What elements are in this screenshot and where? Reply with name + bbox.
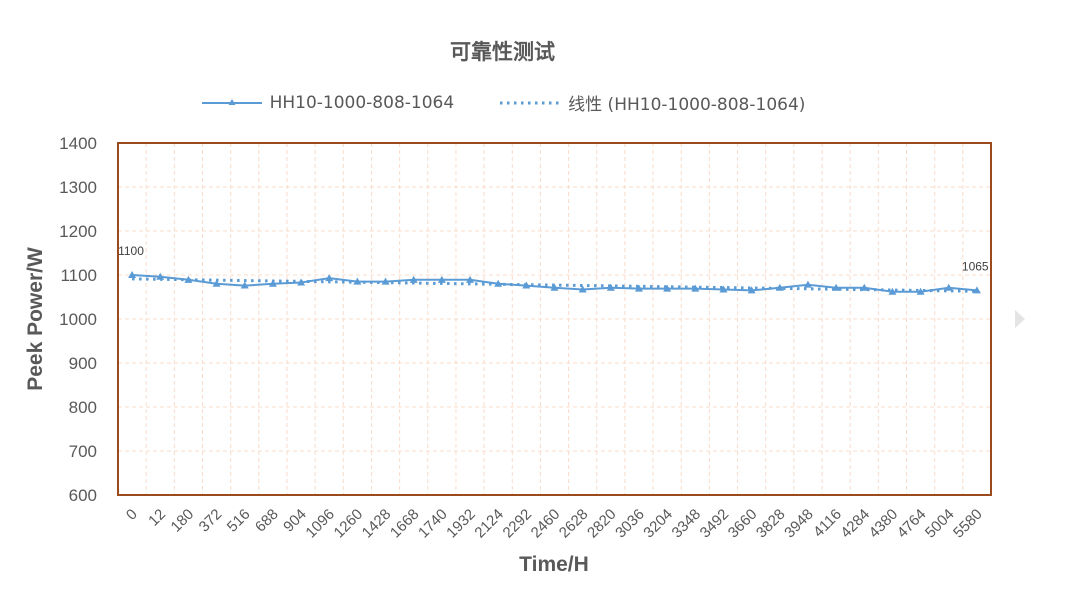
x-tick-label: 4380	[866, 506, 902, 542]
plot-area-border	[117, 142, 992, 496]
data-point-marker[interactable]	[494, 279, 503, 287]
x-tick-label: 5004	[922, 506, 958, 542]
x-tick-label: 3348	[669, 506, 705, 542]
x-tick-label: 4284	[837, 506, 873, 542]
data-point-marker[interactable]	[634, 284, 643, 292]
data-point-marker[interactable]	[775, 283, 784, 291]
y-tick-label: 1000	[59, 310, 97, 329]
chart-title: 可靠性测试	[450, 40, 555, 64]
x-tick-label: 12	[145, 506, 169, 530]
data-point-marker[interactable]	[944, 283, 953, 291]
x-tick-label: 4764	[894, 506, 930, 542]
x-tick-label: 180	[168, 506, 198, 536]
data-point-marker[interactable]	[325, 274, 334, 282]
data-point-marker[interactable]	[240, 281, 249, 289]
legend-trend-label: 线性 (HH10-1000-808-1064)	[568, 95, 806, 115]
data-point-marker[interactable]	[268, 279, 277, 287]
data-point-marker[interactable]	[522, 281, 531, 289]
x-tick-label: 2124	[471, 506, 507, 542]
y-tick-label: 800	[69, 398, 97, 417]
x-tick-label: 3204	[640, 506, 676, 542]
data-point-marker[interactable]	[466, 275, 475, 283]
x-tick-label: 516	[224, 506, 254, 536]
data-point-marker[interactable]	[860, 283, 869, 291]
data-point-marker[interactable]	[663, 284, 672, 292]
x-tick-label: 2460	[528, 506, 564, 542]
data-label: 1065	[962, 259, 989, 273]
y-tick-label: 600	[69, 486, 97, 505]
chart-legend: HH10-1000-808-1064 线性 (HH10-1000-808-106…	[0, 90, 1005, 115]
dotted-line-icon	[500, 101, 561, 104]
x-tick-label: 1740	[415, 506, 451, 542]
x-tick-label: 1428	[359, 506, 395, 542]
legend-item-trendline[interactable]: 线性 (HH10-1000-808-1064)	[498, 90, 805, 115]
x-tick-label: 2820	[584, 506, 620, 542]
y-tick-label: 900	[69, 354, 97, 373]
data-point-marker[interactable]	[550, 283, 559, 291]
data-point-marker[interactable]	[719, 285, 728, 293]
x-tick-label: 3492	[697, 506, 733, 542]
data-point-marker[interactable]	[803, 280, 812, 288]
chevron-right-icon[interactable]	[1015, 310, 1025, 328]
data-point-marker[interactable]	[972, 286, 981, 294]
data-point-marker[interactable]	[747, 286, 756, 294]
y-tick-label: 700	[69, 442, 97, 461]
x-tick-label: 3828	[753, 506, 789, 542]
y-axis-title: Peek Power/W	[24, 247, 47, 391]
x-tick-label: 3660	[725, 506, 761, 542]
y-tick-label: 1300	[59, 178, 97, 197]
x-tick-label: 1096	[302, 506, 338, 542]
data-point-marker[interactable]	[212, 279, 221, 287]
x-tick-label: 2292	[500, 506, 536, 542]
data-point-marker[interactable]	[297, 278, 306, 286]
x-tick-label: 0	[123, 506, 141, 524]
data-point-marker[interactable]	[578, 285, 587, 293]
data-point-marker[interactable]	[156, 272, 165, 280]
data-point-marker[interactable]	[888, 287, 897, 295]
y-tick-label: 1400	[59, 134, 97, 153]
x-tick-label: 1932	[443, 506, 479, 542]
x-tick-label: 3948	[781, 506, 817, 542]
data-point-marker[interactable]	[128, 271, 137, 278]
data-point-marker[interactable]	[184, 275, 193, 283]
data-point-marker[interactable]	[409, 275, 418, 283]
legend-item-series[interactable]: HH10-1000-808-1064	[200, 90, 455, 115]
data-label: 1100	[118, 244, 144, 258]
y-tick-label: 1200	[59, 222, 97, 241]
x-tick-label: 688	[252, 506, 282, 536]
data-point-marker[interactable]	[832, 283, 841, 291]
x-axis-title: Time/H	[519, 553, 589, 576]
data-point-marker[interactable]	[437, 275, 446, 283]
data-point-marker[interactable]	[606, 283, 615, 291]
x-tick-label: 5580	[950, 506, 986, 542]
x-tick-label: 1260	[331, 506, 367, 542]
y-tick-label: 1100	[60, 266, 97, 285]
x-tick-label: 1668	[387, 506, 423, 542]
data-point-marker[interactable]	[691, 284, 700, 292]
data-point-marker[interactable]	[381, 277, 390, 285]
x-tick-label: 3036	[612, 506, 648, 542]
x-tick-label: 372	[196, 506, 226, 536]
solid-line-marker-icon	[201, 98, 262, 105]
data-point-marker[interactable]	[353, 277, 362, 285]
data-point-marker[interactable]	[916, 287, 925, 295]
x-tick-label: 4116	[810, 506, 845, 541]
x-tick-label: 2628	[556, 506, 592, 542]
legend-series-label: HH10-1000-808-1064	[269, 92, 455, 113]
